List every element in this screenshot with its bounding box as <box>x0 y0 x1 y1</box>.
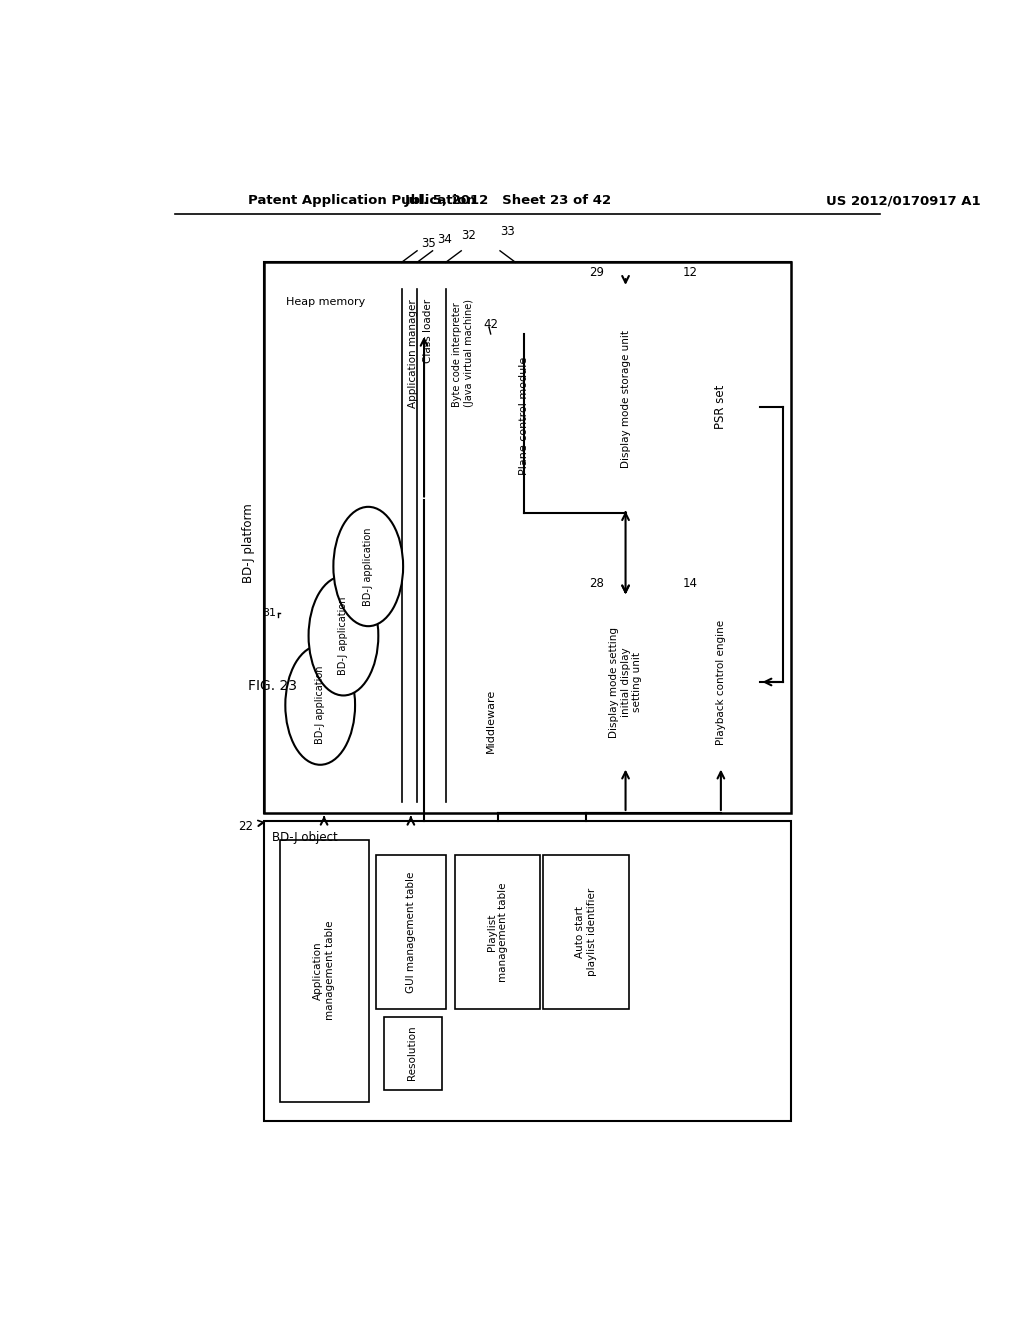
Bar <box>589 597 663 767</box>
Text: 31: 31 <box>262 607 276 618</box>
Text: 34: 34 <box>437 232 452 246</box>
Text: GUI management table: GUI management table <box>406 871 416 993</box>
Text: FIG. 23: FIG. 23 <box>248 678 297 693</box>
Text: 42: 42 <box>483 318 498 331</box>
Text: 35: 35 <box>421 236 436 249</box>
Bar <box>264 263 792 813</box>
Text: Class loader: Class loader <box>423 300 433 363</box>
Text: 33: 33 <box>501 224 515 238</box>
Text: 29: 29 <box>590 265 604 279</box>
Bar <box>682 597 760 767</box>
Ellipse shape <box>308 576 378 696</box>
Text: Byte code interpreter
(Java virtual machine): Byte code interpreter (Java virtual mach… <box>452 300 473 408</box>
Text: Auto start
playlist identifier: Auto start playlist identifier <box>575 888 597 977</box>
Bar <box>384 1016 442 1090</box>
Text: BD-J object: BD-J object <box>272 832 338 845</box>
Ellipse shape <box>286 645 355 764</box>
Ellipse shape <box>334 507 403 626</box>
Text: BD-J application: BD-J application <box>339 597 348 675</box>
Text: BD-J application: BD-J application <box>364 527 374 606</box>
Text: PSR set: PSR set <box>715 385 727 429</box>
Bar <box>589 288 663 511</box>
Text: Application manager: Application manager <box>408 300 418 408</box>
Text: BD-J platform: BD-J platform <box>242 503 255 583</box>
Text: Resolution: Resolution <box>408 1026 418 1081</box>
Bar <box>682 288 760 527</box>
Text: 28: 28 <box>590 577 604 590</box>
Text: 32: 32 <box>462 228 476 242</box>
Bar <box>481 334 566 499</box>
Text: Playback control engine: Playback control engine <box>716 619 726 744</box>
Bar <box>264 263 792 813</box>
Text: Display mode setting
initial display
setting unit: Display mode setting initial display set… <box>609 627 642 738</box>
Text: Heap memory: Heap memory <box>286 297 366 308</box>
Text: Plane control module: Plane control module <box>519 358 529 475</box>
Text: 22: 22 <box>238 820 253 833</box>
Bar <box>280 288 520 804</box>
Text: Playlist
management table: Playlist management table <box>486 883 509 982</box>
Text: 12: 12 <box>682 265 697 279</box>
Bar <box>455 855 541 1010</box>
Bar <box>280 840 369 1102</box>
Bar <box>264 821 792 1121</box>
Text: Application
management table: Application management table <box>313 921 335 1020</box>
Bar <box>544 855 629 1010</box>
Text: 14: 14 <box>682 577 697 590</box>
Text: Patent Application Publication: Patent Application Publication <box>248 194 476 207</box>
Text: US 2012/0170917 A1: US 2012/0170917 A1 <box>825 194 980 207</box>
Text: BD-J application: BD-J application <box>315 665 326 744</box>
Text: Jul. 5, 2012   Sheet 23 of 42: Jul. 5, 2012 Sheet 23 of 42 <box>404 194 611 207</box>
Text: Middleware: Middleware <box>485 688 496 752</box>
Bar <box>376 855 445 1010</box>
Text: Display mode storage unit: Display mode storage unit <box>621 330 631 469</box>
